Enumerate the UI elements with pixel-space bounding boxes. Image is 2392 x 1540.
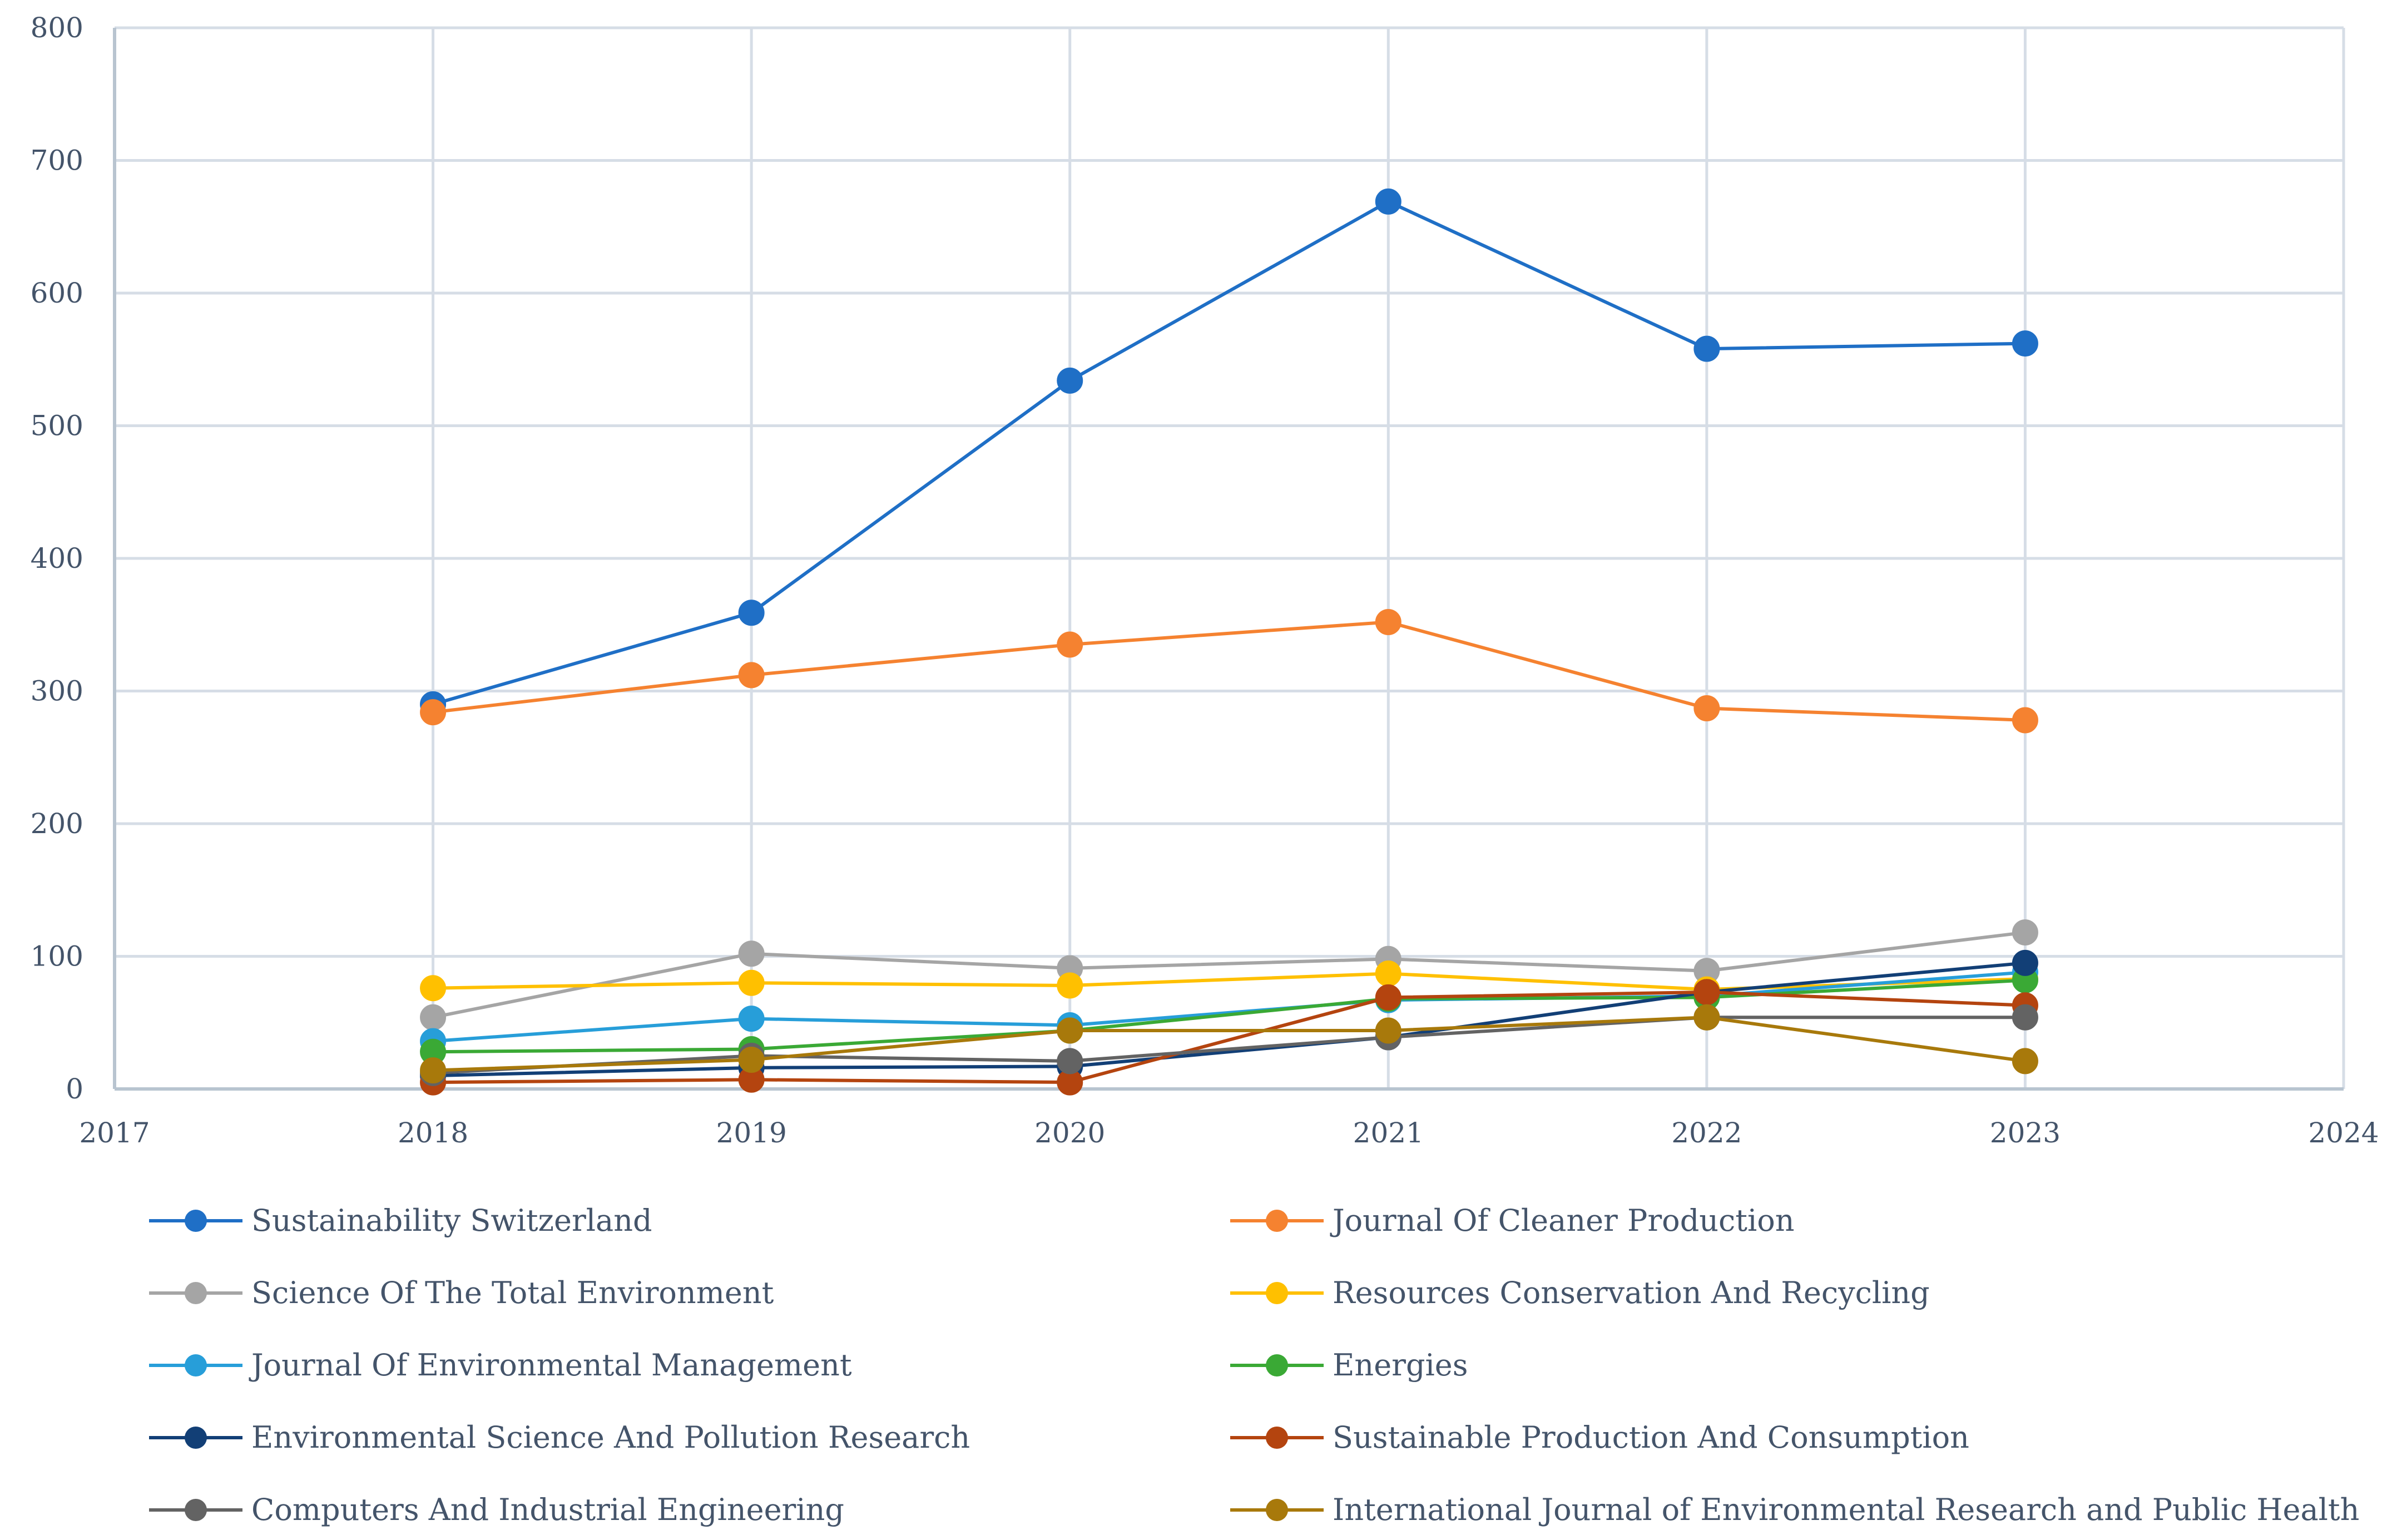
y-tick-label: 700	[31, 145, 83, 177]
series-line	[433, 970, 2025, 1043]
legend-marker	[185, 1499, 207, 1521]
legend-marker	[1266, 1282, 1288, 1304]
legend-item: Energies	[1230, 1348, 1468, 1383]
y-tick-label: 0	[66, 1073, 83, 1105]
y-tick-label: 300	[31, 675, 83, 707]
data-point	[2012, 330, 2038, 357]
series-line	[433, 961, 2025, 1078]
data-point	[2012, 919, 2038, 946]
legend-marker	[1266, 1354, 1288, 1376]
legend-label: Resources Conservation And Recycling	[1333, 1275, 1930, 1310]
data-point	[420, 699, 447, 726]
series-8	[420, 1004, 2038, 1086]
series-line	[433, 1016, 2025, 1072]
x-tick-label: 2020	[1034, 1117, 1105, 1149]
legend-label: Journal Of Environmental Management	[249, 1348, 852, 1383]
legend-marker	[185, 1427, 207, 1449]
legend-item: Journal Of Environmental Management	[149, 1348, 852, 1383]
data-point	[1375, 188, 1401, 215]
legend-item: Environmental Science And Pollution Rese…	[149, 1420, 970, 1455]
legend-marker	[1266, 1210, 1288, 1232]
y-tick-label: 800	[31, 12, 83, 44]
data-point	[1057, 1017, 1083, 1044]
data-point	[420, 1004, 447, 1031]
series-0	[420, 188, 2038, 717]
x-tick-label: 2023	[1990, 1117, 2061, 1149]
x-tick-label: 2018	[398, 1117, 468, 1149]
data-point	[738, 662, 765, 689]
legend-marker	[185, 1354, 207, 1376]
data-point	[1057, 631, 1083, 658]
series-1	[420, 608, 2038, 734]
tick-labels: 0 100 200 300 400 500 600 700 800 2017 2018 2019 202…	[31, 12, 2379, 1149]
data-point	[420, 975, 447, 1002]
data-point	[738, 940, 765, 967]
x-tick-label: 2017	[79, 1117, 150, 1149]
legend-item: International Journal of Environmental R…	[1230, 1492, 2359, 1527]
legend-label: Environmental Science And Pollution Rese…	[251, 1420, 970, 1455]
data-point	[1057, 1048, 1083, 1074]
data-point	[738, 969, 765, 996]
series-line	[432, 930, 2025, 1019]
legend-label: International Journal of Environmental R…	[1333, 1492, 2359, 1527]
data-point	[420, 1057, 447, 1084]
data-point	[1057, 972, 1083, 999]
y-tick-label: 100	[31, 940, 83, 973]
data-point	[1693, 335, 1720, 362]
series-line	[433, 1016, 2025, 1075]
data-point	[738, 1006, 765, 1032]
series-line	[432, 200, 2025, 706]
legend-label: Journal Of Cleaner Production	[1330, 1203, 1795, 1238]
data-point	[1057, 367, 1083, 394]
data-point	[2012, 1004, 2038, 1031]
series-line	[433, 972, 2025, 992]
x-tick-label: 2024	[2308, 1117, 2379, 1149]
data-point	[1375, 608, 1401, 635]
axes	[113, 28, 2344, 1091]
legend-item: Computers And Industrial Engineering	[149, 1492, 844, 1527]
x-tick-label: 2019	[716, 1117, 787, 1149]
data-point	[738, 600, 765, 626]
data-point	[1693, 695, 1720, 722]
series-7	[420, 979, 2038, 1096]
y-tick-label: 200	[31, 808, 83, 840]
legend-label: Science Of The Total Environment	[251, 1275, 774, 1310]
legend-marker	[1266, 1499, 1288, 1521]
legend-label: Energies	[1333, 1348, 1468, 1383]
legend-label: Sustainable Production And Consumption	[1333, 1420, 1969, 1455]
series-9	[420, 1004, 2038, 1084]
legend-marker	[185, 1282, 207, 1304]
data-point	[1375, 960, 1401, 987]
legend-marker	[1266, 1427, 1288, 1449]
data-point	[2012, 1048, 2038, 1074]
y-tick-label: 500	[31, 410, 83, 442]
x-tick-label: 2022	[1671, 1117, 1742, 1149]
legend: Sustainability Switzerland Journal Of Cle…	[149, 1203, 2359, 1527]
y-tick-label: 400	[31, 542, 83, 575]
data-point	[1693, 979, 1720, 1006]
legend-item: Sustainable Production And Consumption	[1230, 1420, 1969, 1455]
series-line	[433, 620, 2025, 722]
legend-marker	[185, 1210, 207, 1232]
data-point	[1375, 1017, 1401, 1044]
data-point	[2012, 949, 2038, 976]
legend-item: Sustainability Switzerland	[149, 1203, 652, 1238]
legend-item: Science Of The Total Environment	[149, 1275, 774, 1310]
y-tick-label: 600	[31, 277, 83, 309]
data-point	[1693, 1004, 1720, 1031]
data-point	[738, 1047, 765, 1073]
data-point	[1375, 984, 1401, 1011]
legend-label: Computers And Industrial Engineering	[251, 1492, 844, 1527]
gridlines	[115, 26, 2345, 1089]
x-tick-label: 2021	[1353, 1117, 1424, 1149]
data-point	[2012, 707, 2038, 734]
legend-label: Sustainability Switzerland	[251, 1203, 652, 1238]
series-line	[433, 990, 2025, 1085]
series-lines	[420, 188, 2038, 1096]
legend-item: Journal Of Cleaner Production	[1230, 1203, 1795, 1238]
legend-item: Resources Conservation And Recycling	[1230, 1275, 1930, 1310]
